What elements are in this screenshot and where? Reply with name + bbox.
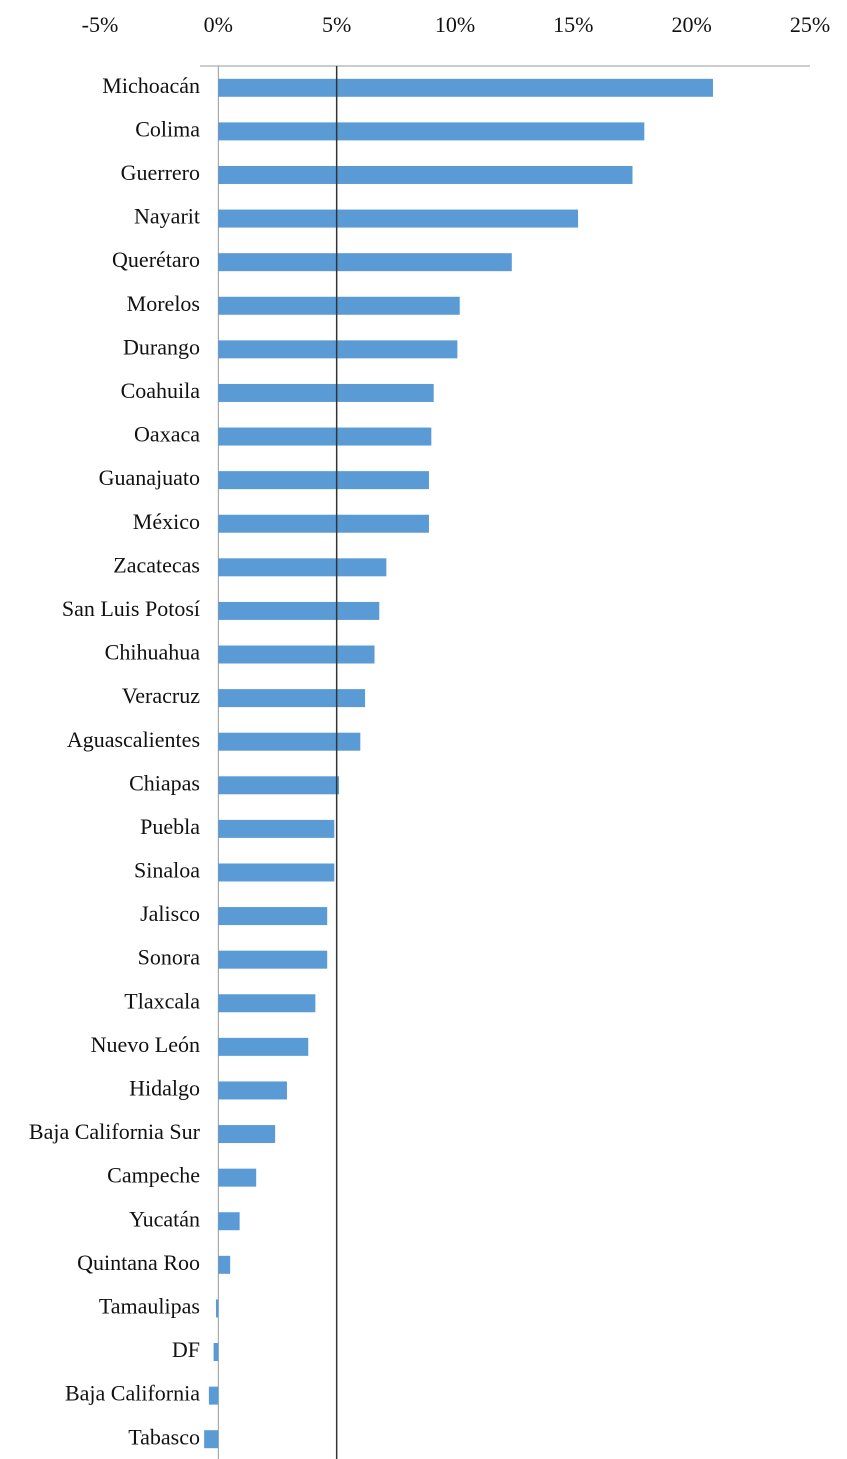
y-tick-label: Tamaulipas [99,1293,200,1318]
bar [218,383,434,402]
y-tick-label: Morelos [127,291,200,316]
y-tick-label: Oaxaca [134,422,200,447]
x-tick-label: 10% [435,12,475,37]
y-tick-label: Guerrero [121,160,200,185]
bar [218,122,645,141]
bar [215,1299,219,1318]
y-tick-label: Chihuahua [105,640,201,665]
y-tick-label: Querétaro [112,247,200,272]
x-tick-label: 15% [553,12,593,37]
bar [218,950,328,969]
y-tick-label: Guanajuato [99,465,200,490]
x-tick-label: 5% [322,12,351,37]
y-tick-label: México [133,509,200,534]
bar [218,165,633,184]
bar [218,689,366,708]
bar [204,1430,219,1449]
y-tick-label: Chiapas [129,770,200,795]
y-tick-label: Michoacán [102,73,200,98]
y-tick-label: Baja California [65,1381,200,1406]
x-tick-label: 20% [672,12,712,37]
bar [218,863,335,882]
y-tick-label: Nayarit [134,204,200,229]
y-tick-label: Quintana Roo [77,1250,200,1275]
y-tick-label: Nuevo León [91,1032,200,1057]
bar [218,819,335,838]
y-tick-label: Campeche [107,1163,200,1188]
bar [218,296,460,315]
y-tick-label: Zacatecas [113,552,200,577]
y-tick-label: Jalisco [140,901,200,926]
y-tick-label: Tlaxcala [124,988,200,1013]
y-tick-label: Baja California Sur [29,1119,201,1144]
y-tick-label: Hidalgo [129,1076,200,1101]
bar [218,78,713,97]
bar [218,1255,231,1274]
bar [218,427,432,446]
y-tick-label: Puebla [140,814,200,839]
bar [218,994,316,1013]
bar [218,1168,257,1187]
bar [218,209,579,228]
x-tick-label: -5% [82,12,119,37]
y-tick-label: Aguascalientes [67,727,200,752]
bar [218,776,340,795]
y-tick-label: Colima [135,116,200,141]
y-tick-label: San Luis Potosí [62,596,200,621]
bar [213,1343,219,1362]
y-tick-label: Sinaloa [134,858,200,883]
y-tick-label: Durango [123,334,200,359]
bar [218,1125,276,1144]
y-tick-label: DF [172,1337,200,1362]
bar [218,907,328,926]
x-tick-label: 0% [204,12,233,37]
y-tick-label: Veracruz [122,683,200,708]
bar [218,253,512,272]
y-tick-label: Tabasco [128,1424,200,1449]
bar [218,601,380,620]
bar [218,645,375,664]
bar [218,340,458,359]
bar [218,471,429,490]
bar [218,1212,240,1231]
bar [218,1037,309,1056]
bar [218,558,387,577]
bar [218,732,361,751]
x-tick-label: 25% [790,12,830,37]
y-tick-label: Sonora [138,945,201,970]
bar [218,514,429,533]
bar [208,1386,219,1405]
bar [218,1081,287,1100]
y-tick-label: Coahuila [121,378,201,403]
y-tick-label: Yucatán [129,1206,200,1231]
